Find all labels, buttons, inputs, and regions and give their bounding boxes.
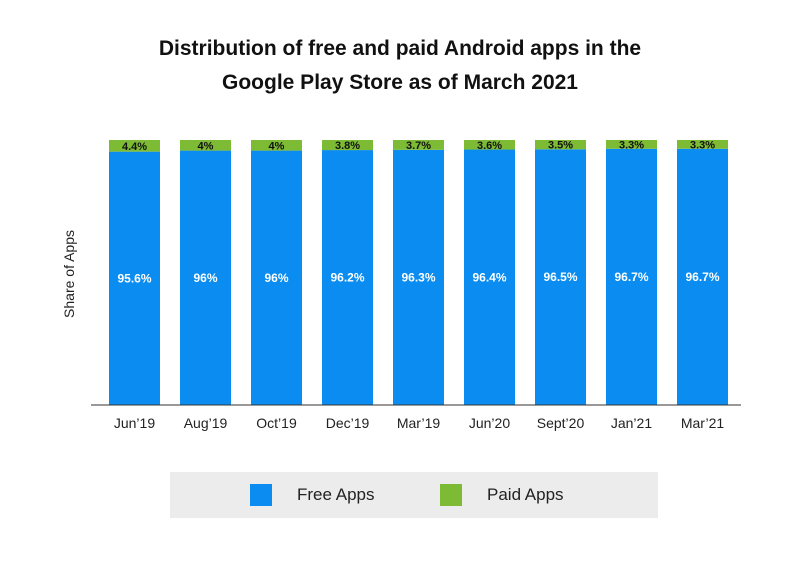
labels-layer: 95.6% 4.4% Jun’19 96% 4% Aug’19 96% 4% Oct’19 96.… — [114, 139, 725, 431]
data-label-free-apps-6: 96.5% — [543, 270, 577, 284]
data-label-free-apps-3: 96.2% — [330, 271, 364, 285]
legend-label-free-apps: Free Apps — [297, 485, 375, 504]
bar-paid-apps-5 — [464, 140, 515, 150]
x-tick-label-7: Jan’21 — [611, 415, 652, 431]
data-label-paid-apps-0: 4.4% — [122, 141, 147, 153]
legend: Free Apps Paid Apps — [170, 472, 658, 518]
x-tick-label-4: Mar’19 — [397, 415, 441, 431]
data-label-free-apps-0: 95.6% — [117, 271, 151, 285]
data-label-paid-apps-3: 3.8% — [335, 140, 360, 152]
bar-paid-apps-7 — [606, 140, 657, 149]
x-tick-label-8: Mar’21 — [681, 415, 725, 431]
data-label-free-apps-2: 96% — [264, 271, 288, 285]
legend-label-paid-apps: Paid Apps — [487, 485, 564, 504]
bar-paid-apps-8 — [677, 140, 728, 149]
x-tick-label-2: Oct’19 — [256, 415, 297, 431]
bar-paid-apps-0 — [109, 140, 160, 152]
bar-free-apps-3 — [322, 150, 373, 405]
data-label-free-apps-8: 96.7% — [685, 270, 719, 284]
bar-free-apps-4 — [393, 149, 444, 405]
bar-paid-apps-6 — [535, 140, 586, 150]
bar-free-apps-7 — [606, 148, 657, 405]
bar-free-apps-1 — [180, 150, 231, 405]
bar-free-apps-2 — [251, 150, 302, 405]
data-label-paid-apps-8: 3.3% — [690, 139, 715, 151]
chart-title-line-2: Google Play Store as of March 2021 — [222, 71, 578, 94]
x-tick-label-5: Jun’20 — [469, 415, 510, 431]
legend-item-free-apps: Free Apps — [250, 484, 375, 506]
data-label-free-apps-7: 96.7% — [614, 270, 648, 284]
chart-title-line-1: Distribution of free and paid Android ap… — [158, 37, 642, 60]
bar-paid-apps-4 — [393, 140, 444, 150]
data-label-paid-apps-1: 4% — [198, 140, 214, 152]
legend-item-paid-apps: Paid Apps — [440, 484, 564, 506]
bar-free-apps-5 — [464, 149, 515, 405]
bar-paid-apps-3 — [322, 140, 373, 151]
x-tick-label-3: Dec’19 — [326, 415, 370, 431]
data-label-paid-apps-2: 4% — [269, 140, 285, 152]
bar-paid-apps-1 — [180, 140, 231, 151]
legend-swatch-paid-apps — [440, 484, 462, 506]
x-tick-label-0: Jun’19 — [114, 415, 155, 431]
bars-layer — [109, 140, 728, 405]
x-tick-label-1: Aug’19 — [184, 415, 228, 431]
data-label-paid-apps-6: 3.5% — [548, 140, 573, 152]
bar-paid-apps-2 — [251, 140, 302, 151]
data-label-paid-apps-5: 3.6% — [477, 140, 502, 152]
y-axis-label: Share of Apps — [61, 230, 77, 318]
data-label-free-apps-4: 96.3% — [401, 270, 435, 284]
legend-swatch-free-apps — [250, 484, 272, 506]
bar-free-apps-0 — [109, 151, 160, 405]
bar-free-apps-8 — [677, 148, 728, 405]
x-tick-label-6: Sept’20 — [537, 415, 585, 431]
chart-title: Distribution of free and paid Android ap… — [0, 32, 800, 100]
bar-free-apps-6 — [535, 149, 586, 405]
data-label-free-apps-5: 96.4% — [472, 270, 506, 284]
data-label-free-apps-1: 96% — [193, 271, 217, 285]
data-label-paid-apps-4: 3.7% — [406, 140, 431, 152]
data-label-paid-apps-7: 3.3% — [619, 139, 644, 151]
